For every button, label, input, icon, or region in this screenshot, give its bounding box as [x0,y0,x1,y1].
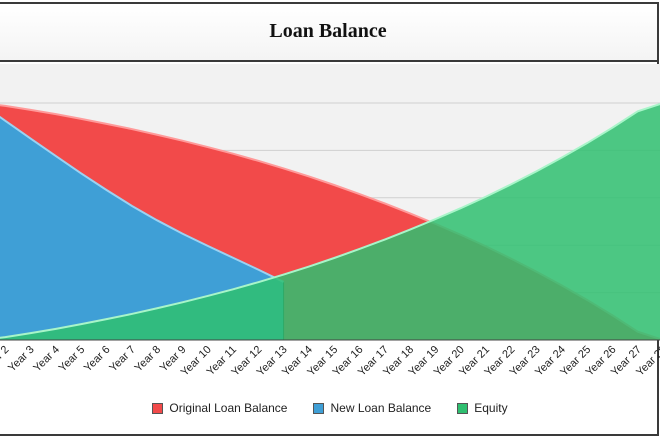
legend-label-equity: Equity [474,401,508,415]
x-tick-label: Year 6 [82,344,113,375]
x-tick-label: Year 3 [6,344,37,375]
legend-swatch-new [313,402,325,414]
legend-item-original-loan-balance: Original Loan Balance [152,398,287,418]
legend-item-new-loan-balance: New Loan Balance [313,398,431,418]
legend-item-equity: Equity [457,398,508,418]
legend-label-original: Original Loan Balance [169,401,288,415]
x-tick-label: Year 4 [31,344,62,375]
x-tick-label: Year 7 [107,344,138,375]
line-new-loan-balance [0,115,285,283]
legend-swatch-original [152,402,164,414]
legend-label-new: New Loan Balance [330,401,432,415]
x-tick-label: Year 5 [57,344,88,375]
line-equity [0,102,660,339]
x-tick-label: Year 8 [133,344,164,375]
legend-swatch-equity [457,402,469,414]
chart-legend: Original Loan Balance New Loan Balance E… [0,398,660,418]
title-bar: Loan Balance [0,4,657,62]
chart-title: Loan Balance [269,20,387,42]
